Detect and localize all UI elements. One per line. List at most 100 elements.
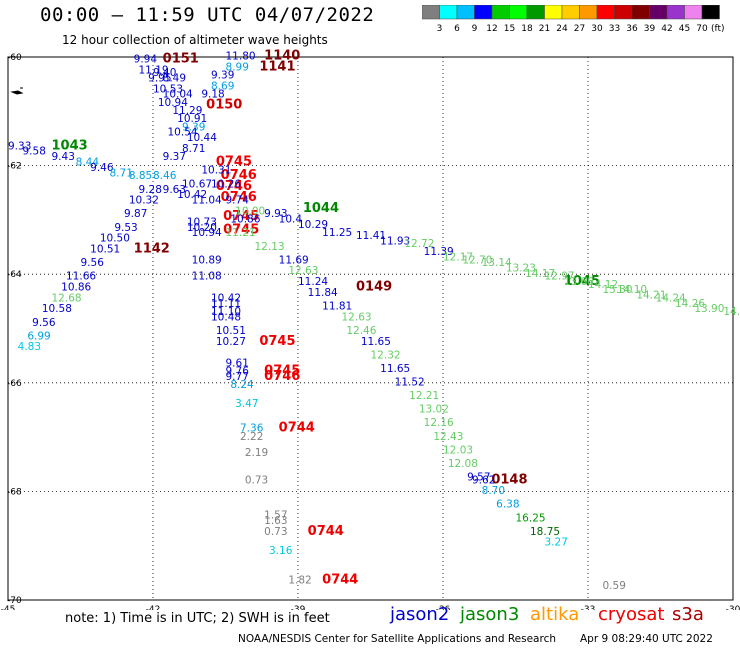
- wave-height-value: 9.40: [153, 67, 176, 79]
- wave-height-value: 11.11: [211, 298, 241, 310]
- wave-height-value: 9.77: [226, 371, 249, 383]
- wave-height-value: 2.19: [245, 447, 268, 459]
- wave-height-value: 12.63: [288, 265, 318, 277]
- wave-height-value: 9.39: [211, 70, 234, 82]
- wave-height-value: 4.83: [18, 341, 41, 353]
- wave-height-value: 12.46: [346, 325, 376, 337]
- wave-height-value: 10.32: [129, 195, 159, 207]
- pass-time-label: 1140: [264, 49, 300, 64]
- wave-height-value: 11.19: [139, 64, 169, 76]
- wave-height-value: 10.53: [153, 83, 183, 95]
- colorbar-label: 39: [644, 24, 656, 34]
- wave-height-value: 10.89: [192, 254, 222, 266]
- y-tick-label: -66: [7, 379, 22, 389]
- map-title: 00:00 — 11:59 UTC 04/07/2022: [40, 4, 375, 26]
- wave-height-value: 8.44: [76, 157, 100, 169]
- wave-height-value: 11.52: [395, 377, 425, 389]
- wave-height-value: 9.18: [201, 89, 224, 101]
- pass-time-label: 1045: [564, 274, 600, 289]
- wave-height-value: 9.39: [182, 121, 205, 133]
- color-scale-legend: 3 6 9 12 15 18 21 24 27 30 33 36 39 42 45 70 (ft): [422, 5, 725, 34]
- y-tick-label: -60: [7, 53, 22, 63]
- wave-height-value: 9.61: [226, 358, 249, 370]
- wave-height-value: 10.26: [211, 178, 241, 190]
- wave-height-value: 12.43: [433, 431, 463, 443]
- wave-height-value: 10.94: [192, 227, 222, 239]
- wave-height-value: 9.43: [52, 151, 75, 163]
- wave-height-value: 13.23: [506, 262, 536, 274]
- wave-height-value: 12.70: [462, 254, 492, 266]
- colorbar-swatch: [701, 5, 720, 20]
- wave-height-value: 12.08: [448, 458, 478, 470]
- wave-height-value: 1.63: [264, 515, 287, 527]
- pass-time-label: 0745: [223, 209, 259, 224]
- wave-height-value: 7.36: [240, 423, 264, 435]
- wave-height-value: 3.47: [235, 398, 258, 410]
- wave-height-value: 9.63: [163, 184, 186, 196]
- wave-height-value: 14.10: [617, 284, 647, 296]
- colorbar-label: 18: [521, 24, 533, 34]
- wave-height-value: 10.50: [100, 233, 130, 245]
- pass-time-label: 1043: [52, 138, 88, 153]
- colorbar-label: 12: [486, 24, 497, 34]
- wave-height-value: 12.97: [545, 271, 575, 283]
- wave-height-value: 10.04: [163, 89, 193, 101]
- wave-height-value: 11.25: [322, 227, 352, 239]
- wave-height-value: 8.46: [153, 170, 177, 182]
- y-tick-label: -64: [7, 270, 22, 280]
- colorbar-label: 33: [609, 24, 620, 34]
- pass-time-label: 0744: [279, 421, 315, 436]
- wave-height-value: 9.53: [114, 222, 137, 234]
- generated-timestamp: Apr 9 08:29:40 UTC 2022: [580, 633, 713, 645]
- wave-height-value: 8.49: [163, 72, 186, 84]
- colorbar-label: 3: [437, 24, 443, 34]
- wave-height-value: 12.72: [404, 238, 434, 250]
- wave-height-value: 18.75: [530, 526, 560, 538]
- wave-height-value: 8.85: [129, 170, 152, 182]
- wave-height-value: 11.24: [298, 276, 328, 288]
- wave-height-value: 16.25: [516, 512, 546, 524]
- wave-height-value: 13.02: [419, 404, 449, 416]
- wave-height-value: 0.73: [264, 526, 287, 538]
- colorbar-label: 42: [661, 24, 672, 34]
- x-tick-label: -42: [146, 605, 161, 610]
- pass-time-label: 0744: [322, 573, 358, 588]
- wave-height-value: 8.69: [211, 81, 234, 93]
- wave-height-value: 9.74: [226, 195, 250, 207]
- wave-height-value: 13.90: [694, 303, 724, 315]
- wave-height-value: 12.16: [424, 417, 454, 429]
- wave-height-value: 11.39: [424, 246, 454, 258]
- wave-height-value: 13.14: [482, 257, 512, 269]
- y-tick-label: -70: [7, 596, 22, 606]
- wave-height-value: 10.31: [201, 165, 231, 177]
- wave-height-value: 2.22: [240, 431, 263, 443]
- pass-time-label: 0151: [163, 51, 199, 66]
- footer-note: note: 1) Time is in UTC; 2) SWH is in fe…: [65, 611, 330, 626]
- pass-time-label: 0746: [264, 369, 300, 384]
- wave-height-value: 3.16: [269, 545, 293, 557]
- wave-height-value: 14.17: [525, 268, 555, 280]
- wave-height-value: 15.30: [603, 284, 633, 296]
- wave-height-value: 10.29: [298, 219, 328, 231]
- wave-height-value: 9.58: [23, 146, 46, 158]
- colorbar-label: 21: [539, 24, 550, 34]
- x-tick-label: -36: [436, 605, 451, 610]
- map-subtitle: 12 hour collection of altimeter wave hei…: [62, 33, 328, 47]
- colorbar-label: 45: [679, 24, 690, 34]
- wave-height-value: 10.86: [61, 281, 91, 293]
- wave-height-value: 9.28: [139, 184, 162, 196]
- wave-height-value: 6.99: [27, 330, 50, 342]
- wave-height-value: 12.21: [409, 390, 439, 402]
- wave-height-value: 9.87: [124, 208, 147, 220]
- y-tick-label: -62: [7, 162, 22, 172]
- wave-height-map: -45 -42 -39 -36 -33 -30 -60 -62 -64 -66 -68 -70 0151…: [1, 49, 740, 610]
- wave-height-value: 10.4: [279, 214, 303, 226]
- wave-height-value: 13.60: [564, 276, 594, 288]
- wave-height-value: 10.94: [158, 97, 188, 109]
- wave-height-value: 11.08: [192, 271, 222, 283]
- wave-height-value: 1.57: [264, 510, 287, 522]
- colorbar-unit: (ft): [711, 24, 725, 34]
- wave-height-value: 8.70: [482, 485, 505, 497]
- colorbar-label: 70: [696, 24, 708, 34]
- wave-height-value: 14.: [723, 306, 740, 318]
